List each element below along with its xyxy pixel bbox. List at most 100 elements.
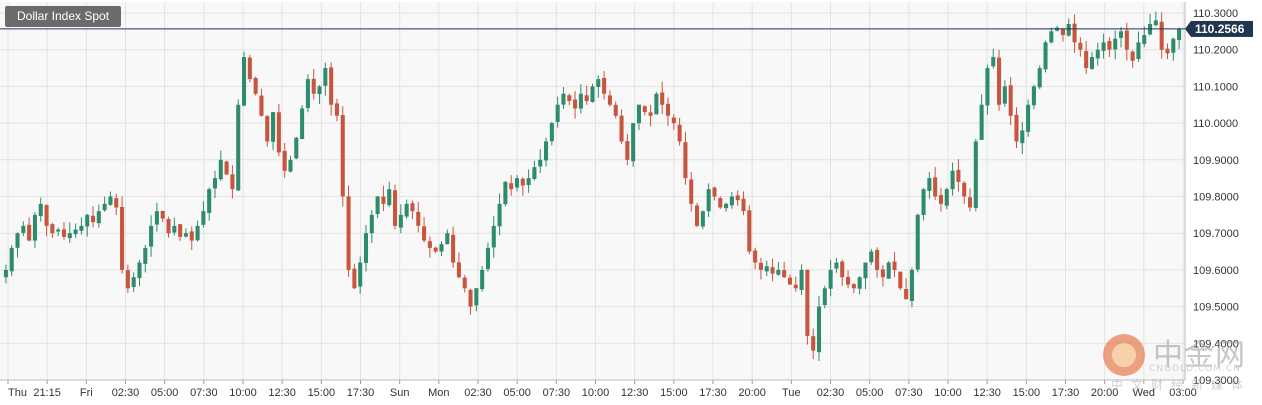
candle-body — [811, 336, 816, 351]
candle-body — [241, 57, 247, 106]
candle-body — [271, 112, 276, 142]
candle-body — [892, 261, 897, 270]
candle-body — [950, 170, 955, 190]
current-price-label: 110.2566 — [1195, 22, 1245, 36]
candle-body — [102, 203, 107, 211]
candle-body — [846, 276, 851, 285]
candle-body — [369, 214, 374, 234]
candle-body — [491, 225, 496, 248]
candle-body — [938, 195, 944, 204]
candle-body — [387, 189, 392, 206]
candle-body — [480, 269, 485, 290]
candle-body — [544, 141, 549, 161]
candle-body — [108, 196, 113, 205]
y-tick-label: 110.1000 — [1193, 81, 1238, 93]
candle-body — [828, 269, 833, 289]
candle-body — [973, 141, 978, 208]
candle-body — [340, 115, 345, 197]
candle-body — [334, 103, 339, 116]
candle-body — [247, 57, 252, 80]
candle-body — [538, 159, 543, 167]
candle-body — [898, 271, 903, 289]
candle-body — [439, 244, 444, 252]
candle-body — [259, 95, 264, 116]
x-tick-label: 12:30 — [621, 387, 649, 399]
candle-body — [503, 181, 508, 205]
candle-body — [648, 112, 653, 116]
candle-body — [1153, 20, 1158, 26]
candle-body — [1101, 42, 1106, 51]
candle-body — [909, 269, 914, 302]
x-tick-label: 15:00 — [660, 387, 688, 399]
candle-body — [178, 224, 183, 237]
candle-body — [567, 95, 572, 102]
watermark-brand: 中金网 — [1153, 338, 1246, 373]
candle-body — [514, 178, 520, 188]
candle-body — [863, 262, 868, 279]
candle-body — [741, 198, 746, 212]
candle-body — [485, 247, 490, 270]
candle-body — [520, 178, 525, 186]
candle-body — [590, 86, 595, 103]
candle-body — [392, 190, 398, 226]
candle-body — [1130, 51, 1135, 61]
y-tick-label: 109.8000 — [1193, 192, 1239, 204]
y-tick-label: 110.0000 — [1193, 118, 1238, 130]
candle-body — [1031, 86, 1036, 106]
candle-body — [1118, 31, 1124, 38]
candle-body — [962, 182, 967, 197]
x-tick-label: 02:30 — [817, 387, 845, 399]
candle-body — [509, 183, 514, 190]
candle-body — [50, 224, 55, 234]
candle-body — [85, 214, 90, 227]
candle-body — [1095, 49, 1100, 59]
x-tick-label: 02:30 — [464, 387, 492, 399]
candle-body — [265, 116, 270, 142]
candle-body — [160, 210, 165, 219]
y-tick-label: 109.7000 — [1193, 228, 1239, 240]
candle-body — [1165, 48, 1170, 54]
candle-body — [90, 215, 96, 223]
candle-body — [997, 57, 1002, 105]
x-tick-label: Tue — [782, 387, 801, 399]
candle-body — [218, 159, 223, 180]
candle-body — [149, 225, 154, 247]
candle-body — [143, 247, 148, 264]
candle-body — [834, 262, 839, 269]
candle-body — [1113, 38, 1118, 50]
candle-body — [125, 270, 130, 289]
candle-body — [497, 203, 502, 227]
y-tick-label: 109.5000 — [1193, 302, 1239, 314]
x-tick-label: 17:30 — [1052, 387, 1080, 399]
candle-body — [532, 167, 537, 179]
candle-body — [172, 225, 177, 233]
candle-body — [114, 198, 119, 208]
candle-body — [96, 211, 101, 224]
x-tick-label: 20:00 — [1091, 387, 1119, 399]
candle-body — [445, 233, 450, 245]
candle-body — [363, 233, 369, 263]
candle-body — [921, 189, 926, 215]
x-tick-label: Sun — [390, 387, 410, 399]
candle-body — [427, 241, 432, 248]
y-tick-label: 109.6000 — [1193, 265, 1239, 277]
candle-body — [381, 196, 386, 204]
candle-body — [857, 277, 862, 289]
candle-body — [526, 178, 531, 186]
candle-body — [799, 269, 804, 290]
x-tick-label: Fri — [80, 387, 93, 399]
candle-body — [695, 205, 700, 226]
x-tick-label: 10:00 — [229, 387, 257, 399]
candle-body — [1020, 130, 1025, 144]
candle-body — [451, 234, 456, 263]
candle-body — [1089, 57, 1095, 69]
candle-body — [1049, 31, 1054, 43]
x-tick-label: 17:30 — [699, 387, 727, 399]
candle-body — [967, 197, 973, 208]
candle-body — [224, 161, 229, 175]
candle-body — [578, 93, 583, 109]
y-tick-label: 109.3000 — [1193, 375, 1239, 387]
candle-body — [776, 269, 781, 275]
x-tick-label: 12:30 — [268, 387, 296, 399]
